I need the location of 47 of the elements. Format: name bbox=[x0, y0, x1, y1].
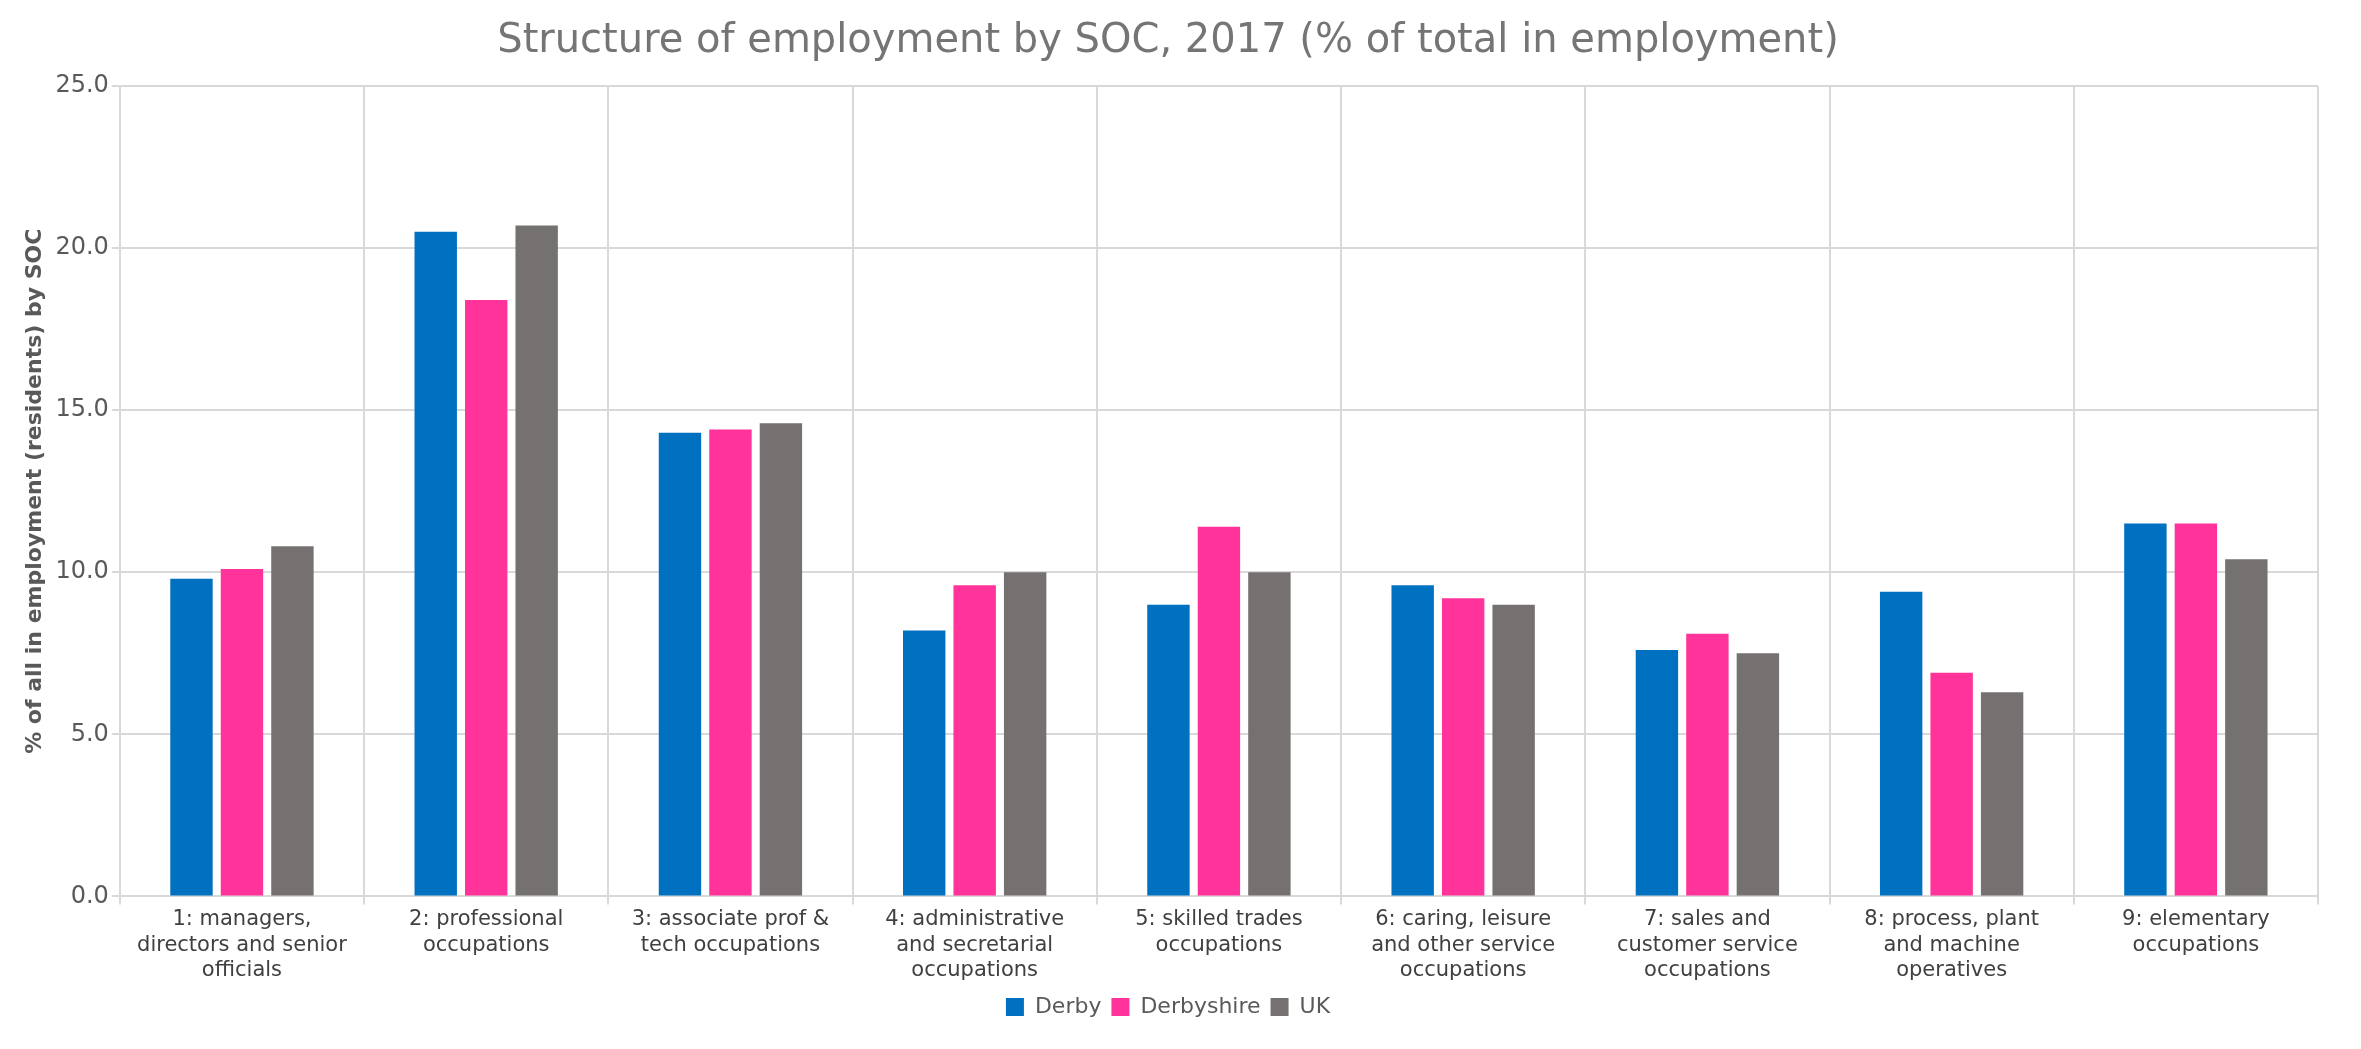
y-tick-label: 0.0 bbox=[70, 880, 109, 909]
x-tick-label: 1: managers, directors and senior officials bbox=[137, 906, 348, 981]
bar bbox=[1930, 672, 1973, 896]
bar bbox=[220, 569, 264, 896]
y-tick-label: 10.0 bbox=[55, 556, 109, 585]
bar bbox=[414, 231, 457, 896]
y-tick-label: 25.0 bbox=[55, 70, 109, 99]
bar bbox=[515, 225, 558, 896]
bar bbox=[709, 429, 752, 896]
bar bbox=[1879, 591, 1923, 896]
bar bbox=[1980, 692, 2024, 896]
bar bbox=[1147, 604, 1190, 896]
bar bbox=[1391, 585, 1434, 896]
bar bbox=[1686, 633, 1729, 896]
bar bbox=[1441, 598, 1485, 896]
legend-label: Derbyshire bbox=[1140, 992, 1261, 1018]
bar bbox=[759, 423, 803, 896]
x-tick-label: 5: skilled trades occupations bbox=[1135, 906, 1303, 956]
bar bbox=[1736, 653, 1780, 896]
x-tick-label: 7: sales and customer service occupations bbox=[1617, 906, 1798, 981]
bar bbox=[170, 578, 213, 896]
y-axis-title: % of all in employment (residents) by SOC bbox=[20, 228, 46, 754]
x-tick-label: 6: caring, leisure and other service occupations bbox=[1371, 906, 1556, 981]
bar bbox=[1248, 572, 1291, 896]
chart-title: Structure of employment by SOC, 2017 (% of total in employment) bbox=[497, 15, 1839, 62]
bar bbox=[903, 630, 946, 896]
x-tick-label: 2: professional occupations bbox=[409, 906, 564, 956]
x-tick-label: 9: elementary occupations bbox=[2122, 906, 2270, 956]
bar bbox=[658, 432, 702, 896]
bar bbox=[271, 546, 314, 896]
x-tick-label: 4: administrative and secretarial occupations bbox=[885, 906, 1065, 981]
bar bbox=[2174, 523, 2218, 896]
legend-label: UK bbox=[1299, 992, 1331, 1018]
bar bbox=[2225, 559, 2268, 896]
bar bbox=[1492, 604, 1535, 896]
y-tick-label: 20.0 bbox=[55, 232, 109, 261]
x-tick-label: 3: associate prof & tech occupations bbox=[631, 906, 830, 956]
bar bbox=[953, 585, 996, 896]
legend-label: Derby bbox=[1034, 992, 1102, 1018]
y-tick-label: 15.0 bbox=[55, 394, 109, 423]
bar bbox=[1197, 526, 1241, 896]
y-tick-label: 5.0 bbox=[70, 718, 109, 747]
bar bbox=[1003, 572, 1047, 896]
x-tick-label: 8: process, plant and machine operatives bbox=[1864, 906, 2040, 981]
bar bbox=[465, 299, 508, 896]
bar bbox=[1635, 650, 1679, 896]
bar bbox=[2124, 523, 2167, 896]
